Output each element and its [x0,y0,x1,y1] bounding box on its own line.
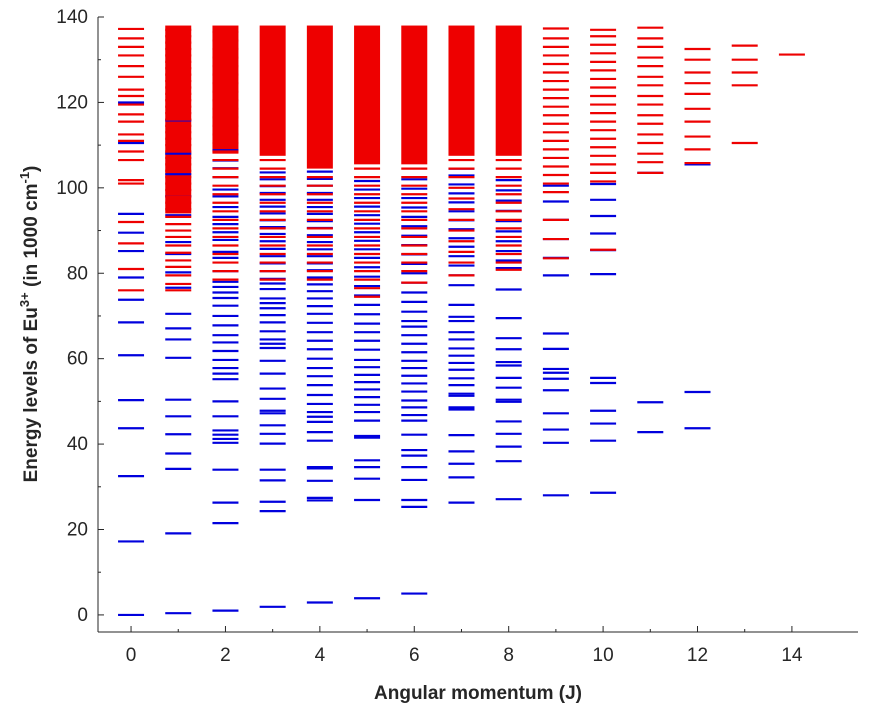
dense-band-J3 [259,25,286,156]
x-tick-label: 4 [315,645,326,666]
y-tick-label: 80 [67,263,88,284]
x-tick-label: 2 [220,645,231,666]
y-tick-label: 60 [67,349,88,370]
x-tick-label: 6 [409,645,420,666]
axis-ticks: 0 20 40 60 80 100 120 140 0 2 4 6 8 10 12 14 [56,7,803,666]
y-tick-label: 140 [56,7,88,28]
dense-band-J4 [306,25,333,169]
y-axis-title-sup1: 3+ [17,292,32,307]
x-tick-label: 12 [687,645,708,666]
y-tick-label: 20 [67,520,88,541]
y-axis-title-middle: (in 1000 cm [21,183,42,292]
x-tick-label: 10 [593,645,614,666]
x-axis-title: Angular momentum (J) [374,683,582,704]
energy-levels [118,26,805,617]
y-axis-title-prefix: Energy levels of Eu [21,307,42,482]
x-tick-label: 0 [126,645,137,666]
dense-band-J2 [212,25,239,154]
dense-band-J8 [495,25,522,156]
y-axis-title-suffix: ) [21,166,42,172]
y-axis-title-sup2: -1 [17,172,32,184]
dense-band-J6 [401,25,428,165]
dense-bands [165,25,522,214]
plot-area: 0 20 40 60 80 100 120 140 0 2 4 6 8 10 12 14 [56,7,858,666]
y-tick-label: 120 [56,92,88,113]
y-tick-label: 100 [56,178,88,199]
dense-band-J7 [448,25,475,156]
y-axis-title: Energy levels of Eu3+ (in 1000 cm-1) [17,166,42,483]
x-tick-label: 14 [781,645,803,666]
y-tick-label: 40 [67,434,88,455]
y-tick-label: 0 [77,605,88,626]
x-tick-label: 8 [503,645,514,666]
dense-band-J5 [354,25,381,165]
